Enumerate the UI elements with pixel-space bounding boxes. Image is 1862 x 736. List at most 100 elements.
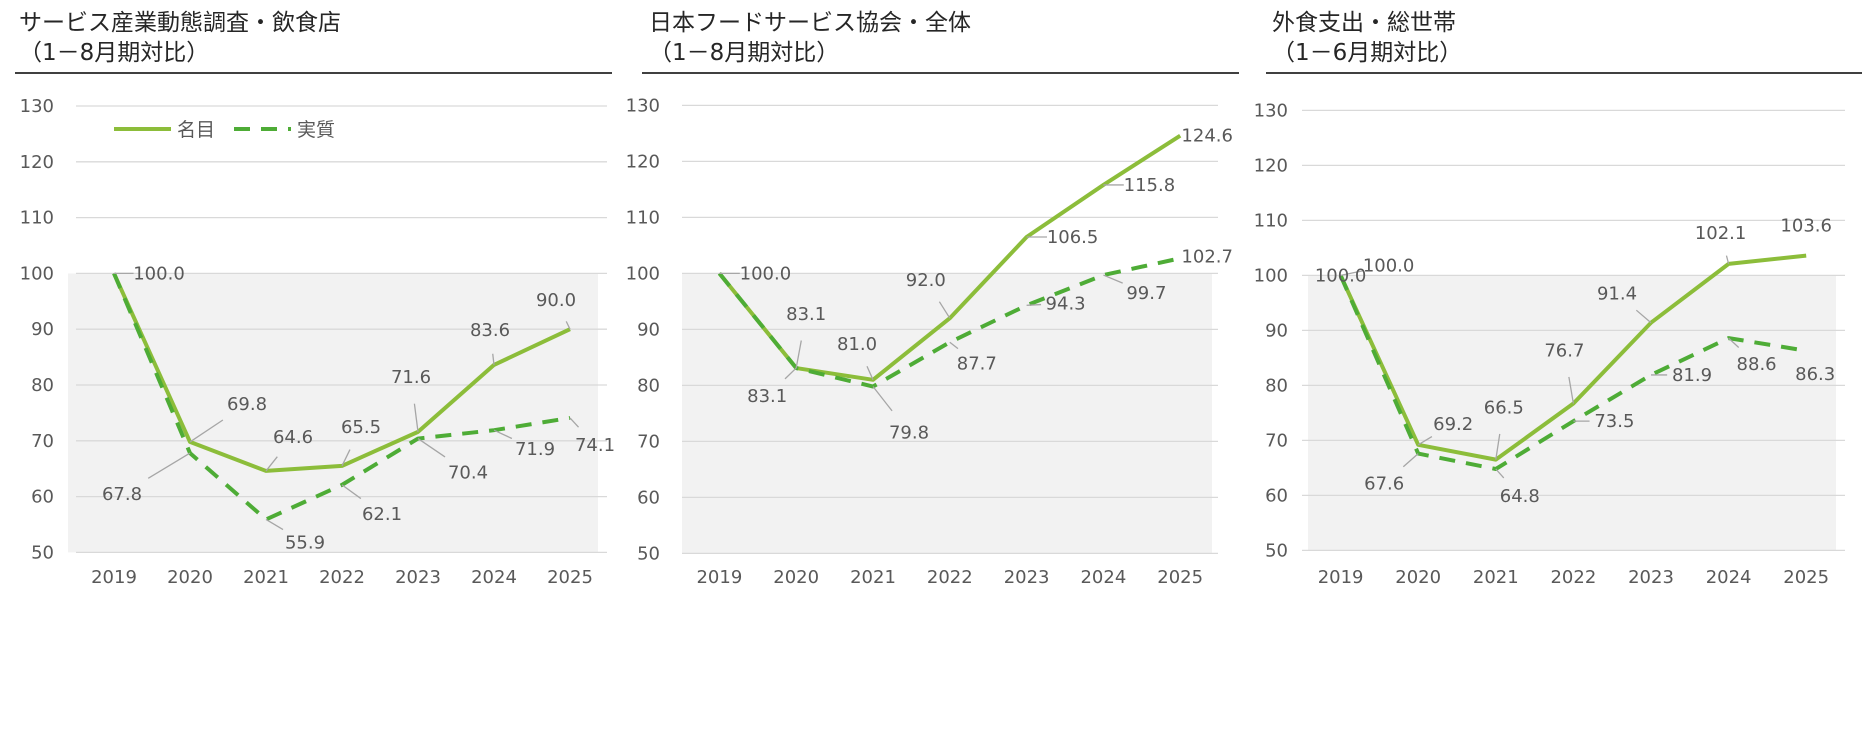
leader-line [265,518,284,531]
leader-line [795,340,802,369]
y-tick-label: 60 [637,487,660,508]
leader-line [1026,303,1042,306]
x-tick-label: 2024 [471,567,517,588]
leader-line [1340,270,1364,277]
leader-line [1103,274,1123,284]
x-tick-label: 2020 [167,567,213,588]
x-tick-label: 2022 [319,567,365,588]
chart-2-title: 日本フードサービス協会・全体 （1－8月期対比） [649,8,971,68]
chart-1-subtitle: （1－8月期対比） [19,40,210,66]
y-tick-label: 100 [626,263,660,284]
data-label: 81.0 [837,334,877,355]
chart-3-title-rule [1266,72,1862,74]
data-label: 100.0 [133,263,185,284]
data-label: 69.8 [227,394,267,415]
chart-2: 50 60 70 80 90 100 110 120 130 2019 2020 2021 2022 20… [626,95,1233,588]
data-label: 102.7 [1181,246,1233,267]
x-tick-label: 2023 [395,567,441,588]
data-label: 55.9 [285,532,325,553]
leader-line [866,366,874,381]
data-label: 67.8 [102,484,142,505]
y-tick-label: 80 [1265,375,1288,396]
x-tick-label: 2019 [91,567,137,588]
chart-2-title-rule [642,72,1239,74]
data-label: 69.2 [1433,414,1473,435]
data-label: 92.0 [906,270,946,291]
chart-2-subtitle: （1－8月期対比） [649,40,840,66]
leader-line [1495,433,1501,460]
leader-line [341,449,351,467]
leader-line [147,452,191,479]
data-label: 71.6 [391,367,431,388]
y-tick-label: 90 [31,319,54,340]
leader-line [1495,468,1505,479]
chart-1-title-rule [15,72,612,74]
data-label: 83.1 [747,386,787,407]
chart-2-title-text: 日本フードサービス協会・全体 [649,10,971,36]
leader-line [1635,309,1652,324]
x-tick-label: 2019 [1318,567,1364,588]
data-label: 66.5 [1484,398,1524,419]
x-tick-label: 2025 [547,567,593,588]
y-tick-label: 50 [31,542,54,563]
chart-3-title-text: 外食支出・総世帯 [1272,10,1456,36]
data-label: 62.1 [362,504,402,525]
leader-line [1417,436,1433,446]
y-tick-label: 50 [1265,540,1288,561]
data-label: 100.0 [740,263,792,284]
data-label: 91.4 [1597,284,1637,305]
leader-line [493,429,513,440]
x-tick-label: 2025 [1783,567,1829,588]
x-tick-label: 2023 [1628,567,1674,588]
data-label: 124.6 [1181,126,1233,147]
data-label: 94.3 [1046,293,1086,314]
y-tick-label: 60 [1265,485,1288,506]
x-tick-label: 2025 [1157,567,1203,588]
leader-line [341,484,362,500]
plot-shaded-band [682,273,1212,554]
data-label: 79.8 [889,423,929,444]
data-label: 65.5 [341,417,381,438]
leader-line [784,367,797,380]
leader-line [189,419,224,443]
y-tick-label: 70 [637,431,660,452]
x-tick-label: 2019 [696,567,742,588]
leader-line [417,438,446,458]
legend: 名目 実質 [114,119,335,141]
x-tick-label: 2023 [1004,567,1050,588]
y-tick-label: 70 [31,431,54,452]
plot-shaded-band [68,273,598,553]
legend-label: 実質 [297,119,335,141]
x-tick-label: 2024 [1706,567,1752,588]
leader-line [1568,376,1575,404]
y-tick-label: 100 [1254,265,1288,286]
x-tick-label: 2024 [1080,567,1126,588]
data-label: 83.1 [786,304,826,325]
data-label: 100.0 [1363,255,1415,276]
chart-1-title: サービス産業動態調査・飲食店 （1－8月期対比） [19,8,341,68]
data-label: 87.7 [957,353,997,374]
y-tick-label: 90 [637,319,660,340]
y-tick-label: 110 [1254,210,1288,231]
y-tick-label: 60 [31,487,54,508]
y-tick-label: 90 [1265,320,1288,341]
y-tick-label: 130 [626,95,660,116]
y-tick-label: 130 [1254,100,1288,121]
x-tick-label: 2021 [243,567,289,588]
y-tick-label: 80 [637,375,660,396]
leader-line [872,386,893,412]
leader-line [938,301,951,319]
data-label: 88.6 [1737,354,1777,375]
chart-3: 50 60 70 80 90 100 110 120 130 2019 2020 2021 2022 20… [1254,100,1845,588]
chart-1-title-text: サービス産業動態調査・飲食店 [19,10,341,36]
chart-1: 50 60 70 80 90 100 110 120 130 2019 2020 2021 2022 20… [20,96,615,588]
data-label: 100.0 [1315,265,1367,286]
data-label: 64.6 [273,427,313,448]
leader-line [1402,453,1419,468]
x-tick-label: 2021 [1473,567,1519,588]
y-tick-label: 70 [1265,430,1288,451]
chart-3-title: 外食支出・総世帯 （1－6月期対比） [1272,8,1462,68]
y-tick-label: 120 [1254,155,1288,176]
y-tick-label: 130 [20,96,54,117]
